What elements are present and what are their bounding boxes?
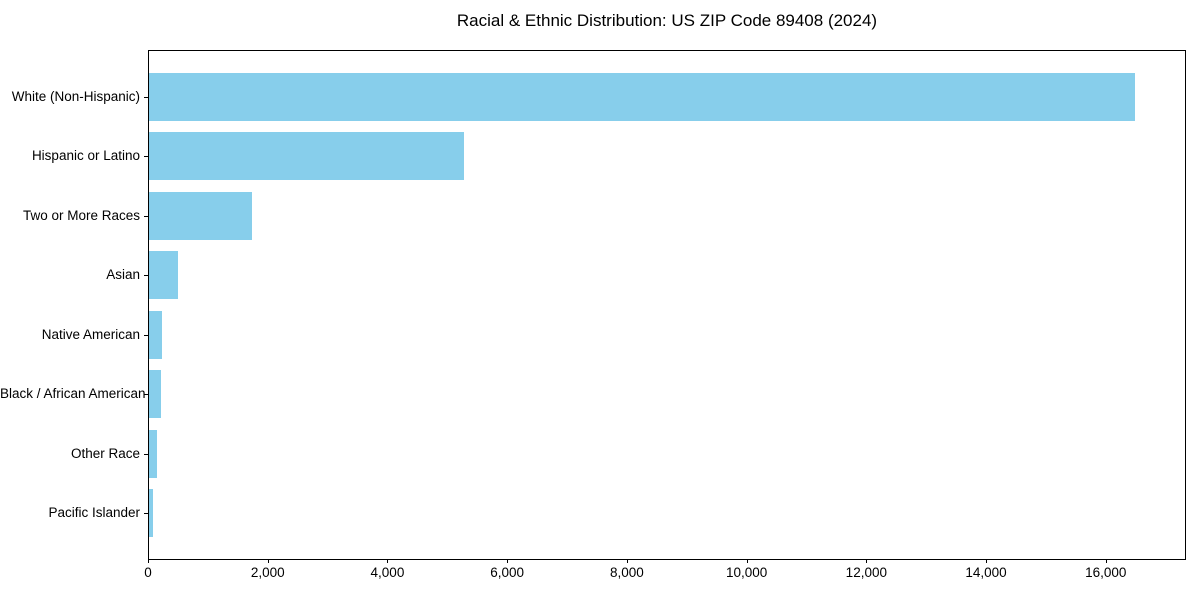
x-tick-label: 8,000 — [609, 565, 644, 580]
y-tick-label: Black / African American — [0, 386, 146, 402]
x-tick-label: 2,000 — [250, 565, 285, 580]
x-tick-label: 4,000 — [370, 565, 405, 580]
y-tick-mark — [144, 156, 148, 158]
x-tick-mark — [746, 559, 748, 563]
x-tick-mark — [866, 559, 868, 563]
y-tick-mark — [144, 453, 148, 455]
y-tick-label: Native American — [41, 326, 140, 342]
bar-native-american — [149, 310, 163, 359]
bar-white-non-hispanic — [149, 72, 1135, 121]
x-tick-mark — [1105, 559, 1107, 563]
y-tick-mark — [144, 215, 148, 217]
x-tick-label: 12,000 — [845, 565, 887, 580]
y-tick-label: Asian — [106, 267, 140, 283]
bar-hispanic-or-latino — [149, 132, 464, 181]
x-tick-label: 0 — [144, 565, 152, 580]
x-tick-label: 16,000 — [1085, 565, 1127, 580]
bar-other-race — [149, 429, 157, 478]
x-tick-label: 14,000 — [965, 565, 1007, 580]
chart-title: Racial & Ethnic Distribution: US ZIP Cod… — [456, 11, 878, 30]
y-tick-mark — [144, 394, 148, 396]
x-tick-mark — [267, 559, 269, 563]
plot-area — [148, 50, 1186, 560]
bar-pacific-islander — [149, 489, 153, 538]
x-tick-label: 10,000 — [725, 565, 768, 580]
bar-black-african-american — [149, 370, 161, 419]
x-tick-mark — [986, 559, 988, 563]
y-tick-mark — [144, 513, 148, 515]
y-tick-label: Hispanic or Latino — [31, 148, 140, 164]
x-tick-label: 6,000 — [490, 565, 525, 580]
x-tick-mark — [626, 559, 628, 563]
y-tick-mark — [144, 275, 148, 277]
y-tick-mark — [144, 334, 148, 336]
x-tick-mark — [507, 559, 509, 563]
bar-asian — [149, 251, 178, 300]
y-tick-label: White (Non-Hispanic) — [11, 88, 140, 104]
y-tick-mark — [144, 96, 148, 98]
bar-two-or-more-races — [149, 191, 253, 240]
x-tick-mark — [148, 559, 149, 563]
y-tick-label: Pacific Islander — [48, 505, 140, 521]
y-tick-label: Two or More Races — [22, 207, 140, 223]
y-tick-label: Other Race — [70, 445, 140, 461]
x-tick-mark — [387, 559, 389, 563]
